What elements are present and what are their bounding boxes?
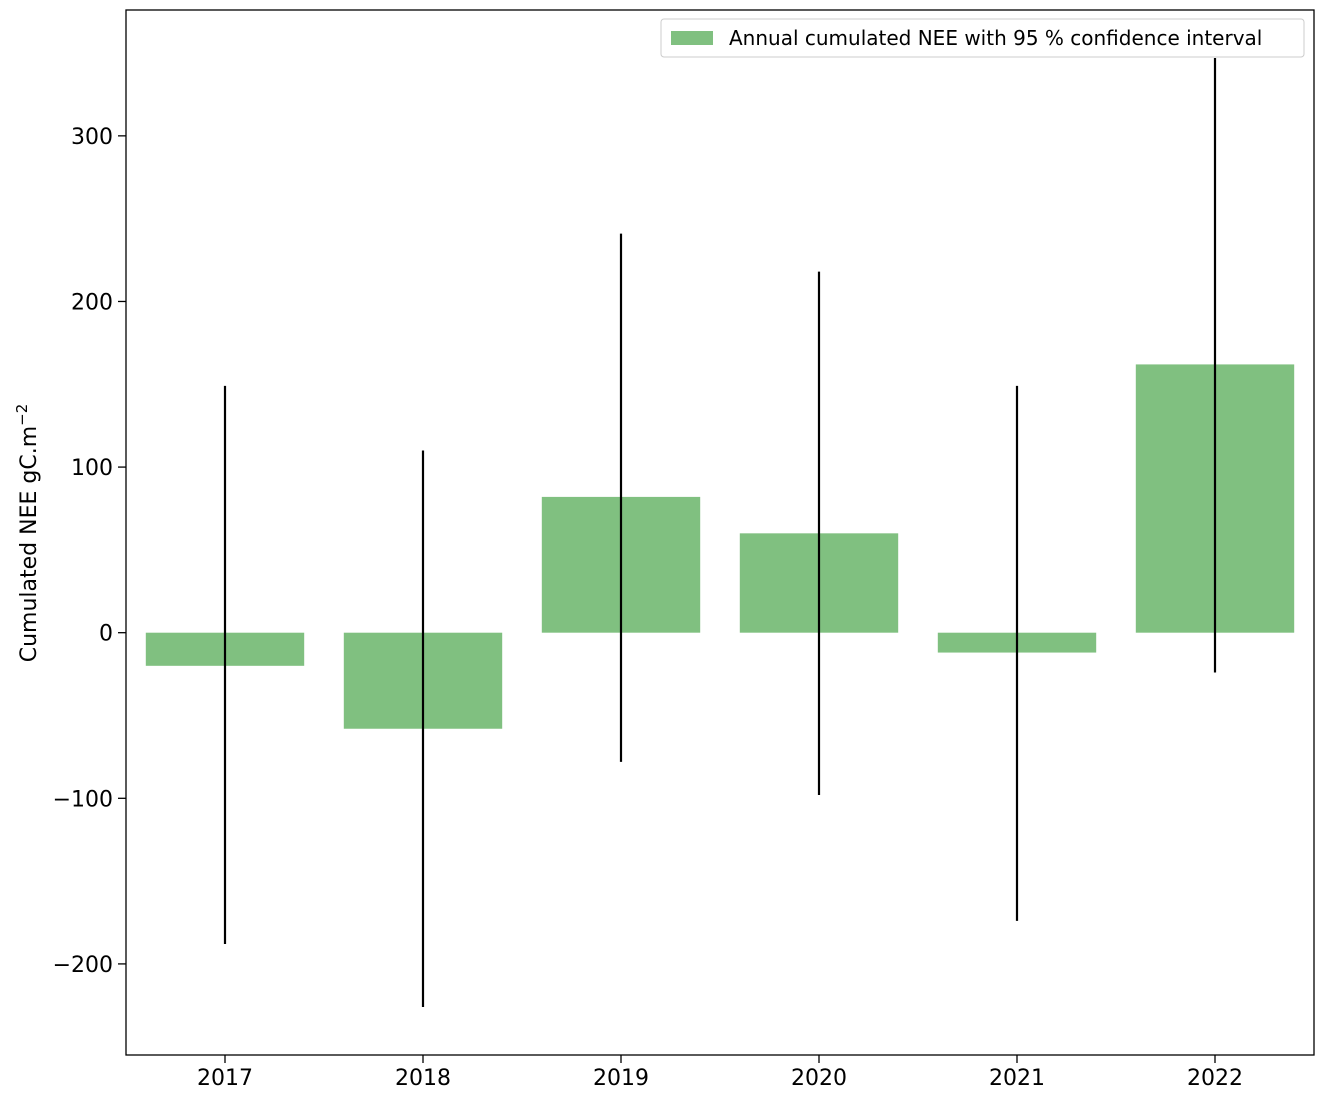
error-bars — [223, 58, 1217, 1007]
y-tick-label: 100 — [71, 456, 113, 481]
x-tick-label: 2021 — [989, 1066, 1045, 1091]
plot-frame — [125, 9, 1315, 1056]
x-axis: 2017 2018 2019 2020 2021 2022 — [197, 1055, 1243, 1091]
y-tick-label: 200 — [71, 290, 113, 315]
y-axis-label-exponent: −2 — [13, 404, 31, 426]
y-axis-label-text: Cumulated NEE gC.m — [17, 426, 42, 662]
x-tick-label: 2018 — [395, 1066, 451, 1091]
y-tick-label: 0 — [99, 622, 113, 647]
y-axis: −200 −100 0 100 200 300 — [53, 125, 126, 978]
y-tick-label: −200 — [53, 953, 113, 978]
y-tick-label: 300 — [71, 125, 113, 150]
legend-label: Annual cumulated NEE with 95 % confidenc… — [729, 26, 1262, 50]
legend-swatch — [671, 31, 713, 45]
x-tick-label: 2022 — [1187, 1066, 1243, 1091]
legend: Annual cumulated NEE with 95 % confidenc… — [660, 18, 1305, 58]
x-tick-label: 2017 — [197, 1066, 253, 1091]
bars — [145, 364, 1295, 729]
x-tick-label: 2019 — [593, 1066, 649, 1091]
y-tick-label: −100 — [53, 787, 113, 812]
legend-frame — [660, 18, 1305, 58]
y-axis-label: Cumulated NEE gC.m−2 — [13, 404, 42, 663]
x-tick-label: 2020 — [791, 1066, 847, 1091]
